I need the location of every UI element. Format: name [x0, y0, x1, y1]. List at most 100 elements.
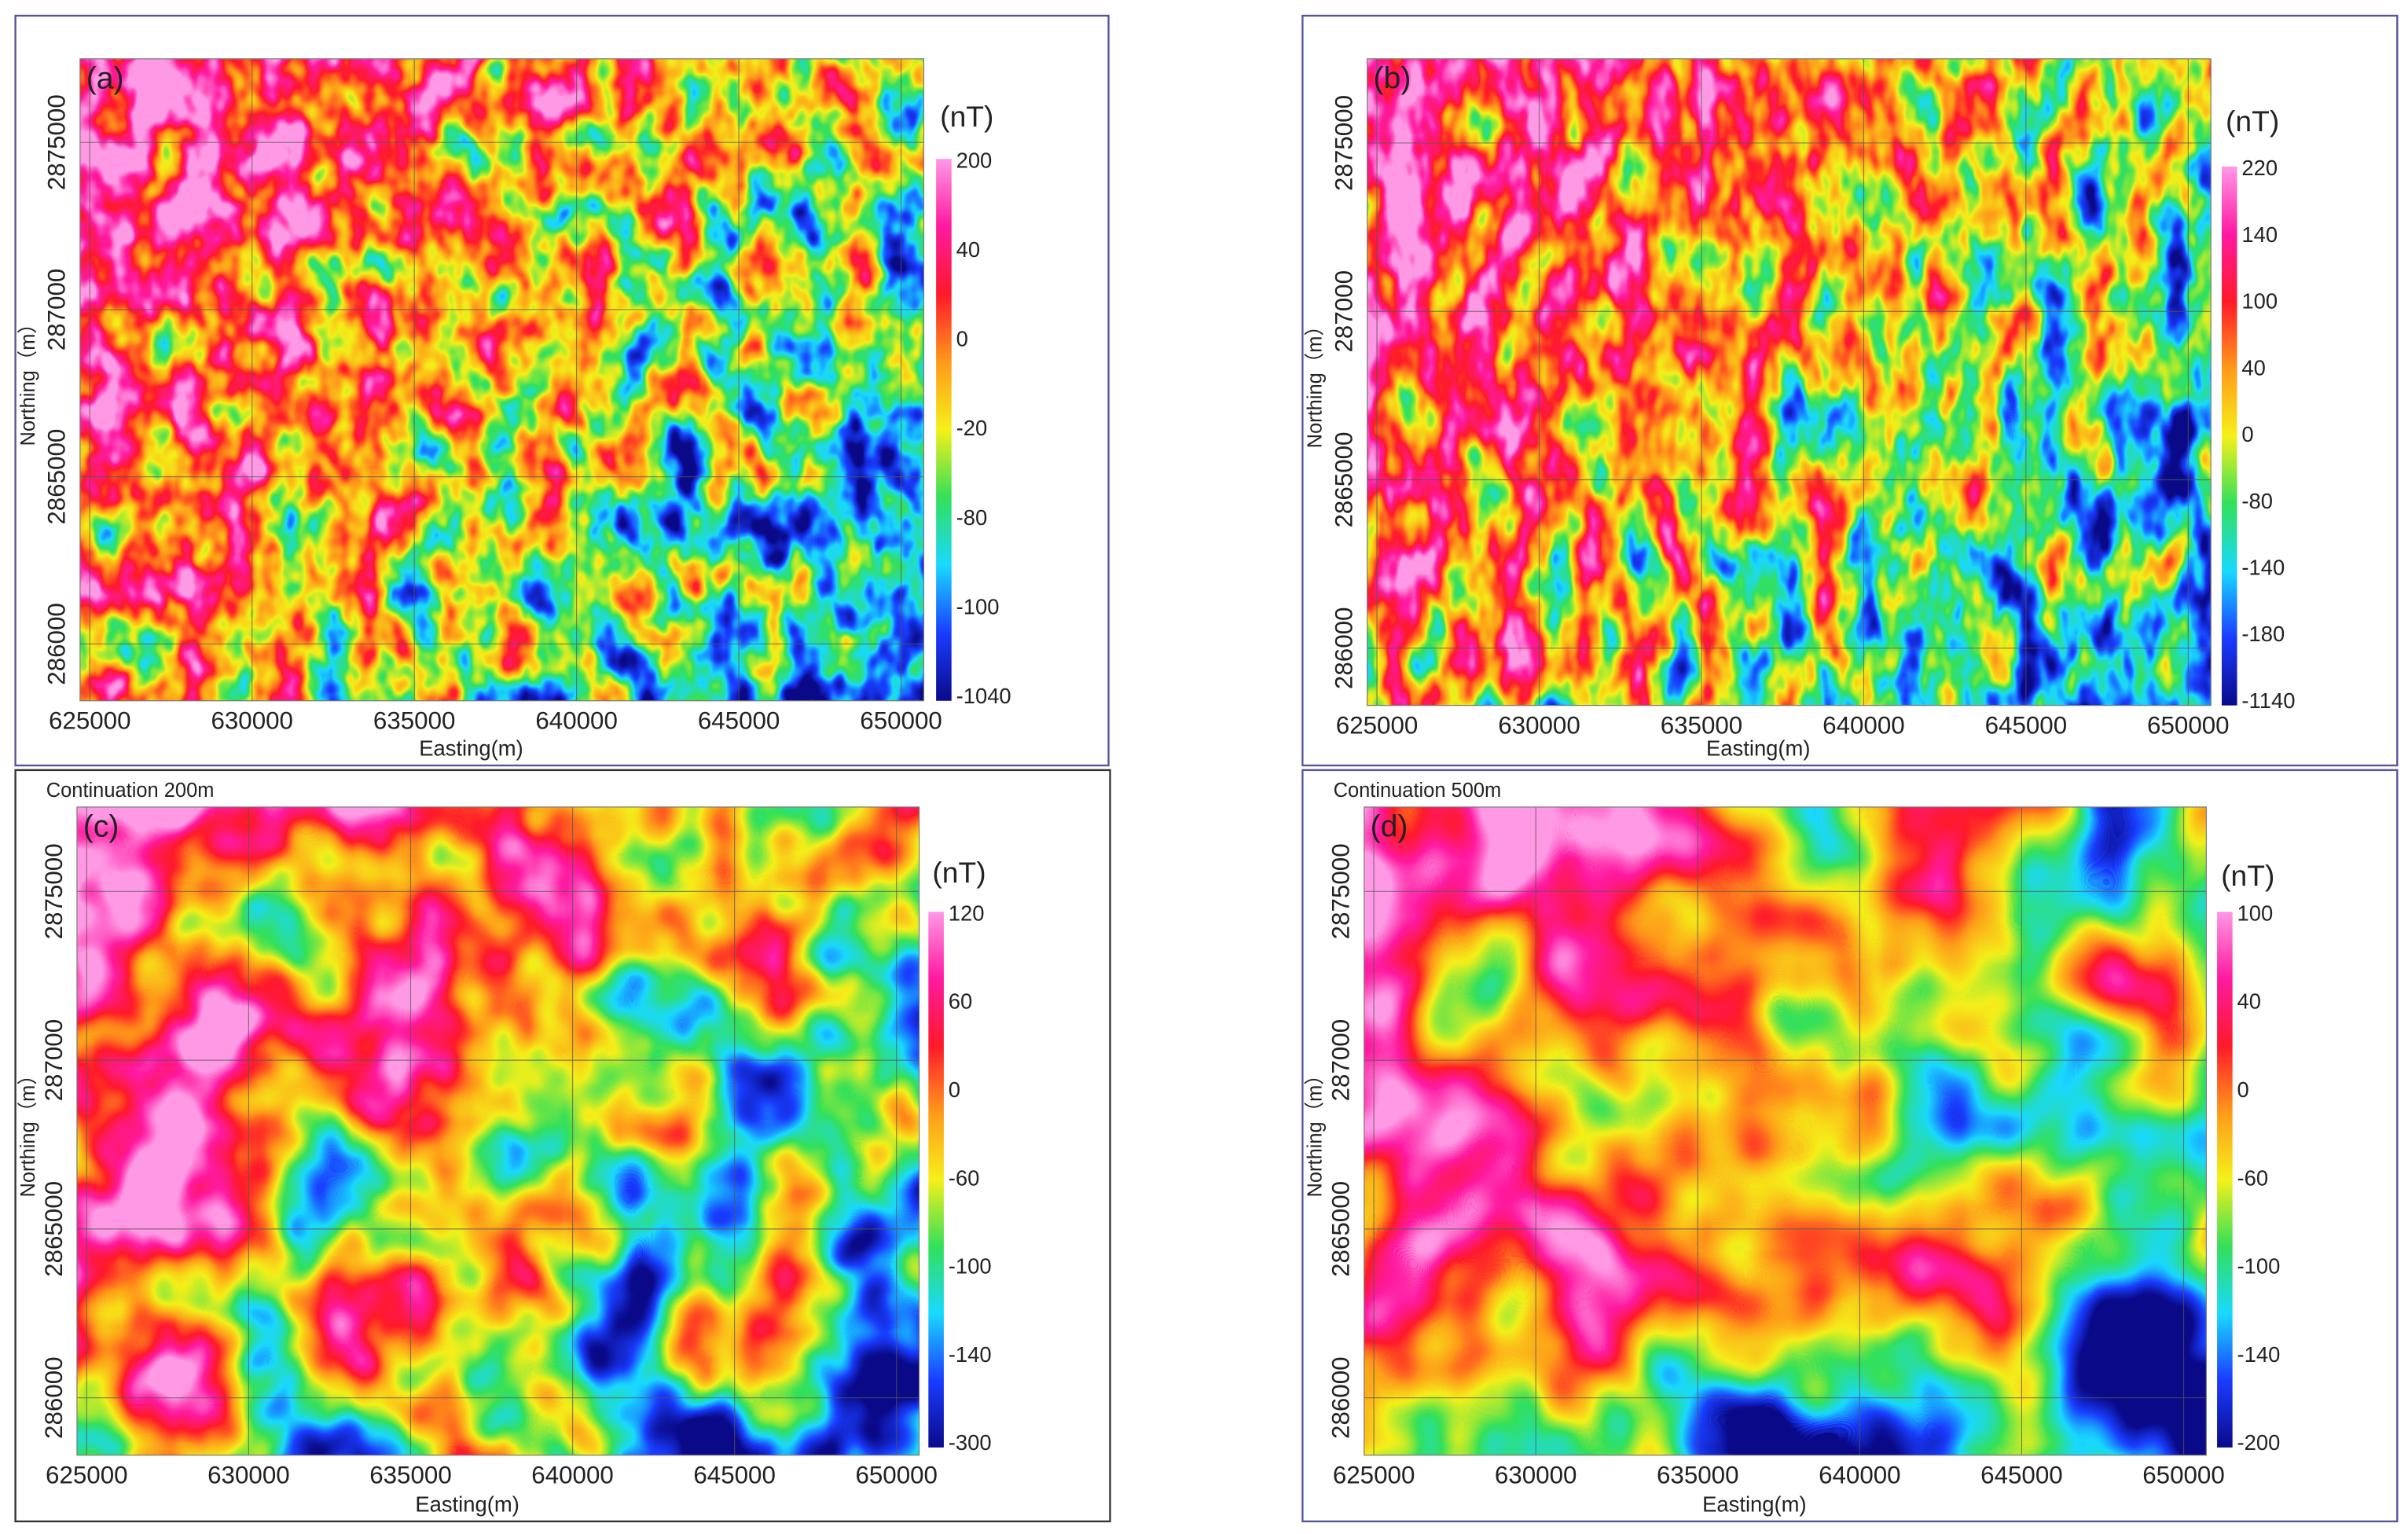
colorbar-tick-label: -180: [2241, 622, 2285, 646]
x-axis-label: Easting(m): [1702, 1492, 1807, 1517]
colorbar: [936, 159, 952, 701]
y-tick-label: 2865000: [40, 1181, 68, 1277]
x-tick-label: 645000: [1980, 1461, 2063, 1488]
y-axis-label: Northing（m）: [1305, 316, 1327, 448]
x-tick-label: 630000: [1495, 1461, 1577, 1488]
y-tick-label: 287000: [1327, 1019, 1355, 1102]
colorbar-tick-label: 40: [956, 237, 980, 262]
colorbar-tick-label: 0: [2241, 422, 2253, 446]
colorbar: [2221, 166, 2237, 706]
y-tick-label: 2875000: [1331, 95, 1358, 191]
x-tick-label: 625000: [46, 1461, 128, 1488]
y-tick-label: 2875000: [43, 94, 71, 190]
x-tick-label: 640000: [1823, 711, 1905, 739]
plot-border: [1364, 806, 2207, 1456]
colorbar-tick-label: 200: [956, 148, 993, 172]
x-tick-label: 635000: [369, 1461, 452, 1488]
x-tick-label: 640000: [1819, 1461, 1901, 1488]
x-tick-label: 625000: [49, 706, 131, 734]
plot-border: [1367, 58, 2212, 706]
panel-title: Continuation 200m: [46, 780, 215, 802]
colorbar-tick-label: 0: [949, 1077, 960, 1102]
x-tick-label: 645000: [693, 1461, 776, 1488]
y-tick-label: 2865000: [1331, 432, 1358, 528]
x-tick-label: 625000: [1333, 1461, 1415, 1488]
y-tick-label: 286000: [40, 1356, 68, 1439]
x-axis-label: Easting(m): [415, 1492, 519, 1517]
colorbar-tick-label: -60: [949, 1165, 980, 1190]
y-tick-label: 287000: [40, 1019, 68, 1102]
field: [76, 806, 920, 1455]
x-tick-label: 630000: [1498, 711, 1580, 739]
x-tick-label: 640000: [531, 1461, 614, 1488]
y-tick-label: 2875000: [1327, 843, 1355, 939]
y-tick-label: 2865000: [43, 429, 71, 525]
y-tick-label: 286000: [43, 603, 71, 685]
colorbar-tick-label: 0: [2237, 1077, 2249, 1102]
colorbar-tick-label: 140: [2241, 222, 2278, 247]
colorbar-tick-label: -100: [2237, 1254, 2281, 1279]
panel-title: Continuation 500m: [1334, 780, 1502, 802]
colorbar: [928, 912, 944, 1448]
colorbar-tick-label: -100: [956, 594, 1000, 618]
x-tick-label: 650000: [2147, 711, 2230, 739]
colorbar-tick-label: -100: [949, 1254, 992, 1279]
colorbar-tick-label: 40: [2241, 355, 2265, 380]
colorbar-tick-label: -200: [2237, 1430, 2281, 1455]
colorbar-label: (nT): [940, 100, 993, 133]
colorbar-tick-label: 220: [2241, 156, 2278, 180]
x-tick-label: 640000: [535, 706, 618, 734]
colorbar-tick-label: -60: [2237, 1165, 2269, 1190]
colorbar-label: (nT): [2226, 105, 2279, 138]
colorbar-tick-label: -140: [2237, 1342, 2281, 1367]
x-tick-label: 635000: [1657, 1461, 1739, 1488]
y-axis-label: Northing（m）: [17, 1065, 39, 1197]
colorbar-tick-label: -300: [949, 1430, 992, 1455]
x-axis-label: Easting(m): [419, 736, 523, 761]
colorbar-tick-label: -1140: [2241, 688, 2295, 713]
y-tick-label: 287000: [43, 269, 71, 351]
colorbar-tick-label: -140: [949, 1342, 992, 1367]
x-tick-label: 650000: [860, 706, 942, 734]
x-tick-label: 645000: [1985, 711, 2068, 739]
y-tick-label: 2875000: [40, 843, 68, 939]
x-tick-label: 650000: [2142, 1461, 2225, 1488]
field: [1367, 58, 2212, 706]
colorbar-tick-label: 0: [956, 327, 968, 351]
y-tick-label: 286000: [1327, 1356, 1355, 1439]
colorbar-label: (nT): [932, 856, 986, 889]
colorbar-tick-label: -80: [956, 505, 988, 530]
x-tick-label: 645000: [698, 706, 780, 734]
y-tick-label: 287000: [1331, 270, 1358, 353]
x-axis-label: Easting(m): [1706, 736, 1811, 761]
field: [1364, 806, 2207, 1455]
colorbar: [2217, 912, 2233, 1448]
colorbar-tick-label: 100: [2241, 289, 2278, 314]
x-tick-label: 630000: [211, 706, 293, 734]
colorbar-tick-label: 100: [2237, 901, 2274, 925]
plot-border: [79, 58, 925, 702]
y-axis-label: Northing（m）: [1305, 1065, 1327, 1197]
colorbar-tick-label: -80: [2241, 489, 2273, 513]
colorbar-tick-label: -20: [956, 416, 988, 440]
panel-label: (b): [1373, 62, 1411, 96]
panel-label: (d): [1371, 810, 1408, 844]
x-tick-label: 650000: [855, 1461, 938, 1488]
colorbar-tick-label: 60: [949, 989, 972, 1014]
colorbar-label: (nT): [2221, 859, 2274, 892]
panel-label: (c): [83, 810, 119, 844]
y-axis-label: Northing（m）: [17, 314, 39, 446]
field: [79, 58, 924, 701]
plot-border: [76, 806, 920, 1456]
colorbar-tick-label: -1040: [956, 684, 1011, 708]
colorbar-tick-label: -140: [2241, 556, 2285, 580]
x-tick-label: 630000: [207, 1461, 290, 1488]
colorbar-tick-label: 40: [2237, 989, 2261, 1014]
x-tick-label: 635000: [1661, 711, 1743, 739]
x-tick-label: 635000: [373, 706, 456, 734]
y-tick-label: 2865000: [1327, 1181, 1355, 1277]
y-tick-label: 286000: [1331, 607, 1358, 690]
panel-label: (a): [86, 62, 124, 96]
